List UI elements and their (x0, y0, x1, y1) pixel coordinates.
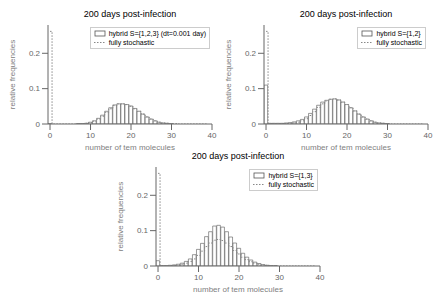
svg-text:20: 20 (343, 131, 352, 140)
svg-text:relative frequencies: relative frequencies (224, 40, 233, 109)
svg-text:40: 40 (424, 131, 433, 140)
svg-text:0: 0 (144, 262, 149, 271)
html-text:hybrid S={1,2}: hybrid S={1,2} (376, 30, 421, 37)
svg-text:10: 10 (194, 273, 203, 282)
html-text:fully stochastic: fully stochastic (376, 39, 422, 46)
svg-text:0: 0 (156, 273, 161, 282)
svg-text:20: 20 (235, 273, 244, 282)
html-text:200 days post-infection: 200 days post-infection (83, 9, 177, 19)
svg-text:number of tem molecules: number of tem molecules (301, 143, 391, 150)
svg-text:0.1: 0.1 (29, 84, 41, 93)
svg-text:40: 40 (316, 273, 325, 282)
html-text:fully stochastic: fully stochastic (268, 181, 314, 188)
svg-text:0.2: 0.2 (245, 49, 257, 58)
svg-text:30: 30 (167, 131, 176, 140)
html-text:hybrid S={1,2,3} (dt=0.001 day: hybrid S={1,2,3} (dt=0.001 day) (108, 30, 206, 37)
svg-text:0: 0 (252, 120, 257, 129)
svg-text:10: 10 (302, 131, 311, 140)
svg-text:30: 30 (383, 131, 392, 140)
svg-text:number of tem molecules: number of tem molecules (85, 143, 175, 150)
svg-text:relative frequencies: relative frequencies (116, 182, 125, 251)
html-text:200 days post-infection: 200 days post-infection (299, 9, 393, 19)
svg-text:0.2: 0.2 (29, 49, 41, 58)
svg-text:0: 0 (264, 131, 269, 140)
svg-text:0.1: 0.1 (137, 226, 149, 235)
svg-text:0: 0 (36, 120, 41, 129)
svg-text:relative frequencies: relative frequencies (8, 40, 17, 109)
svg-text:0.1: 0.1 (245, 84, 257, 93)
svg-text:20: 20 (127, 131, 136, 140)
html-text:200 days post-infection: 200 days post-infection (191, 151, 285, 161)
svg-text:30: 30 (275, 273, 284, 282)
svg-text:0: 0 (48, 131, 53, 140)
html-text:hybrid S={1,3}: hybrid S={1,3} (268, 172, 313, 179)
svg-text:number of tem molecules: number of tem molecules (193, 285, 283, 292)
svg-text:10: 10 (86, 131, 95, 140)
svg-text:0.2: 0.2 (137, 191, 149, 200)
svg-text:40: 40 (208, 131, 217, 140)
html-text:fully stochastic: fully stochastic (108, 39, 155, 46)
